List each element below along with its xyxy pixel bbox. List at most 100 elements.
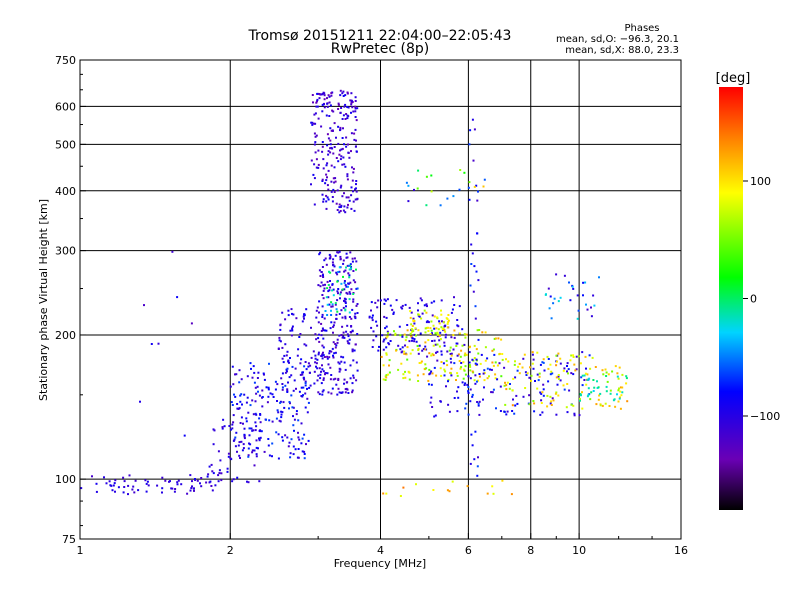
data-point [423, 309, 426, 312]
data-point [258, 429, 261, 432]
data-point [338, 206, 341, 209]
data-point [221, 427, 224, 430]
data-point [492, 364, 495, 367]
data-point [237, 444, 240, 447]
data-point [467, 186, 470, 189]
data-point [474, 317, 477, 320]
data-point [325, 114, 328, 117]
data-point [621, 373, 624, 376]
data-point [423, 368, 426, 371]
data-point [424, 345, 427, 348]
data-point [236, 407, 239, 410]
data-point [208, 465, 211, 468]
data-point [466, 485, 469, 488]
y-tick-label: 300 [55, 245, 76, 258]
data-point [570, 403, 573, 406]
data-point [385, 336, 388, 339]
data-point [339, 128, 342, 131]
data-point [313, 163, 316, 166]
data-point [281, 386, 284, 389]
data-point [331, 387, 334, 390]
data-point [508, 387, 511, 390]
data-point [616, 372, 619, 375]
data-point [289, 402, 291, 405]
colorbar-tick-label: 0 [750, 293, 757, 306]
data-point [474, 374, 477, 377]
stats-heading: Phases [624, 23, 659, 34]
data-point [447, 319, 450, 322]
data-point [109, 484, 112, 487]
data-point [217, 474, 220, 477]
data-point [538, 372, 541, 375]
data-point [382, 340, 385, 343]
data-point [504, 403, 507, 406]
data-point [625, 375, 628, 378]
data-point [556, 360, 558, 363]
data-point [533, 402, 536, 405]
data-point [276, 400, 278, 402]
data-point [247, 447, 250, 450]
data-point [382, 364, 385, 367]
data-point [292, 406, 295, 409]
data-point [331, 269, 334, 272]
data-point [469, 388, 472, 391]
data-point [411, 337, 414, 340]
data-point [346, 178, 349, 181]
data-point [530, 374, 533, 377]
data-point [356, 369, 359, 372]
data-point [351, 257, 354, 260]
data-point [471, 118, 474, 121]
data-point [293, 429, 295, 432]
data-point [354, 317, 357, 320]
data-point [476, 363, 479, 366]
data-point [616, 375, 619, 378]
data-point [411, 339, 413, 342]
data-point [355, 150, 358, 153]
data-point [317, 149, 320, 152]
data-point [432, 354, 435, 357]
stats-o-mode: mean, sd,O: −96.3, 20.1 [556, 34, 679, 45]
data-point [321, 145, 324, 148]
y-axis-label: Stationary phase Virtual Height [km] [37, 199, 50, 401]
data-point [256, 385, 259, 388]
data-point [392, 311, 395, 314]
data-point [328, 350, 331, 353]
data-point [549, 373, 552, 376]
data-point [317, 92, 320, 95]
data-point [289, 357, 291, 359]
data-point [581, 374, 584, 377]
data-point [354, 281, 357, 284]
data-point [586, 308, 589, 311]
data-point [263, 378, 266, 381]
data-point [354, 316, 357, 318]
data-point [334, 303, 337, 306]
data-point [229, 457, 232, 460]
data-point [584, 355, 587, 358]
data-point [279, 323, 282, 326]
data-point [483, 379, 486, 382]
data-point [302, 386, 305, 389]
data-point [416, 187, 419, 190]
data-point [315, 166, 318, 169]
data-point [455, 342, 458, 345]
data-point [245, 417, 248, 420]
data-point [340, 309, 343, 312]
data-point [261, 405, 264, 408]
data-point [231, 404, 234, 406]
data-point [303, 313, 306, 316]
data-point [164, 479, 167, 482]
data-point [442, 329, 445, 332]
data-point [341, 137, 344, 139]
data-point [281, 311, 284, 314]
data-point [388, 359, 391, 362]
data-point [555, 413, 558, 416]
data-point [320, 382, 323, 385]
data-point [621, 386, 624, 389]
data-point [236, 450, 238, 453]
data-point [450, 336, 453, 339]
data-point [605, 385, 608, 388]
data-point [387, 342, 390, 345]
data-point [310, 356, 313, 359]
data-point [549, 402, 552, 405]
data-point [293, 379, 296, 382]
